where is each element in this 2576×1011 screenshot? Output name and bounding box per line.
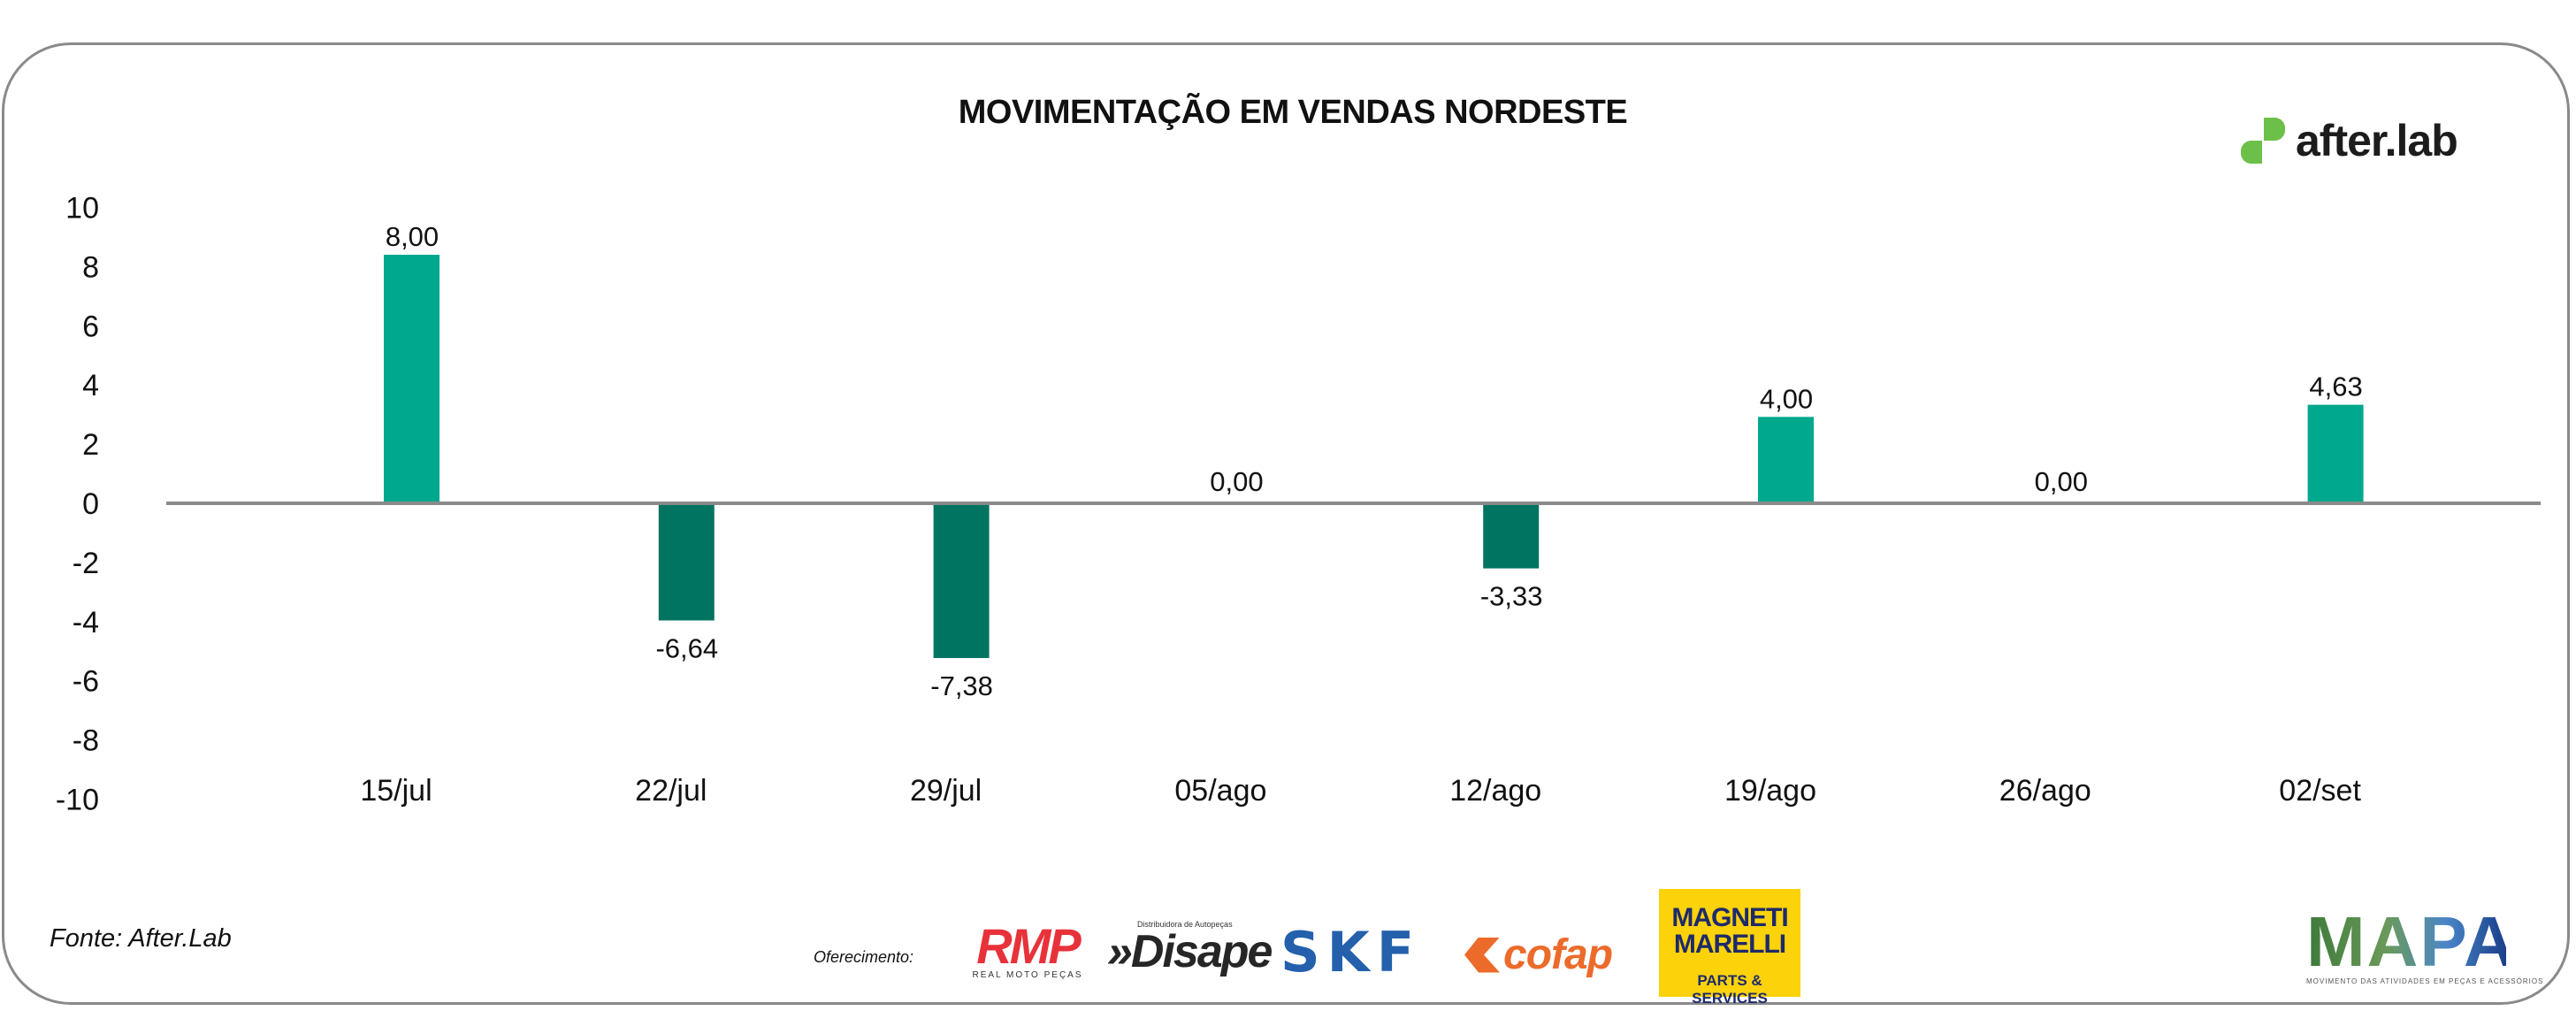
y-tick-label: 6 — [82, 310, 99, 343]
y-tick-label: -10 — [56, 784, 99, 817]
y-tick-label: 2 — [82, 428, 99, 462]
bar — [1483, 503, 1540, 569]
data-label: 4,00 — [1760, 383, 1813, 414]
skf-logo: SKF — [1280, 920, 1422, 984]
disape-logo-text: »Disape — [1107, 926, 1273, 977]
bar — [1758, 417, 1814, 503]
data-label: 0,00 — [2035, 466, 2088, 497]
mapa-logo: MAPA MOVIMENTO DAS ATIVIDADES EM PEÇAS E… — [2306, 902, 2544, 986]
data-label: -7,38 — [930, 670, 993, 701]
y-tick-label: -4 — [73, 606, 99, 640]
mapa-logo-subtext: MOVIMENTO DAS ATIVIDADES EM PEÇAS E ACES… — [2306, 977, 2544, 985]
data-label: 8,00 — [386, 221, 439, 252]
data-label: 0,00 — [1210, 466, 1263, 497]
x-tick-label: 02/set — [2279, 774, 2361, 808]
magneti-logo-text: MAGNETI MARELLI — [1671, 903, 1788, 959]
y-tick-label: 0 — [82, 487, 99, 521]
x-tick-label: 12/ago — [1449, 774, 1541, 808]
disape-logo-subtext: Distribuidora de Autopeças — [1137, 920, 1233, 929]
bar — [658, 503, 715, 621]
source-note: Fonte: After.Lab — [50, 924, 232, 953]
cofap-logo: cofap — [1464, 931, 1613, 979]
data-label: -3,33 — [1480, 581, 1543, 612]
magneti-marelli-logo: MAGNETI MARELLI PARTS & SERVICES — [1659, 889, 1800, 1007]
data-label: 4,63 — [2309, 371, 2362, 402]
rmp-logo-subtext: REAL MOTO PEÇAS — [972, 970, 1083, 980]
sponsor-label: Oferecimento: — [814, 948, 914, 966]
magneti-logo-subtext: PARTS & SERVICES — [1692, 972, 1768, 1007]
disape-logo: Distribuidora de Autopeças »Disape — [1107, 920, 1273, 977]
rmp-logo-text: RMP — [976, 918, 1081, 974]
y-tick-label: 8 — [82, 250, 99, 284]
x-tick-label: 05/ago — [1174, 774, 1266, 808]
y-tick-label: 10 — [65, 192, 99, 226]
chart-title: MOVIMENTAÇÃO EM VENDAS NORDESTE — [958, 94, 1628, 131]
afterlab-logo-icon — [2241, 118, 2285, 164]
x-tick-label: 22/jul — [635, 774, 707, 808]
afterlab-logo-text: after.lab — [2296, 116, 2458, 165]
x-tick-label: 19/ago — [1724, 774, 1816, 808]
cofap-mark-icon — [1464, 937, 1500, 973]
y-tick-label: -6 — [73, 665, 99, 699]
y-tick-label: 4 — [82, 369, 99, 402]
x-tick-label: 29/jul — [910, 774, 982, 808]
chart-frame — [2, 42, 2570, 1005]
mapa-logo-text: MAPA — [2306, 902, 2517, 981]
data-label: -6,64 — [655, 632, 718, 663]
y-tick-label: -8 — [73, 724, 99, 758]
bar — [384, 255, 440, 503]
cofap-logo-text: cofap — [1503, 931, 1613, 978]
rmp-logo: RMP REAL MOTO PEÇAS — [969, 918, 1086, 981]
afterlab-logo: after.lab — [2241, 115, 2458, 166]
bar — [2307, 404, 2364, 503]
x-tick-label: 15/jul — [360, 774, 432, 808]
bar — [933, 503, 990, 658]
y-tick-label: -2 — [73, 547, 99, 580]
x-tick-label: 26/ago — [1999, 774, 2091, 808]
